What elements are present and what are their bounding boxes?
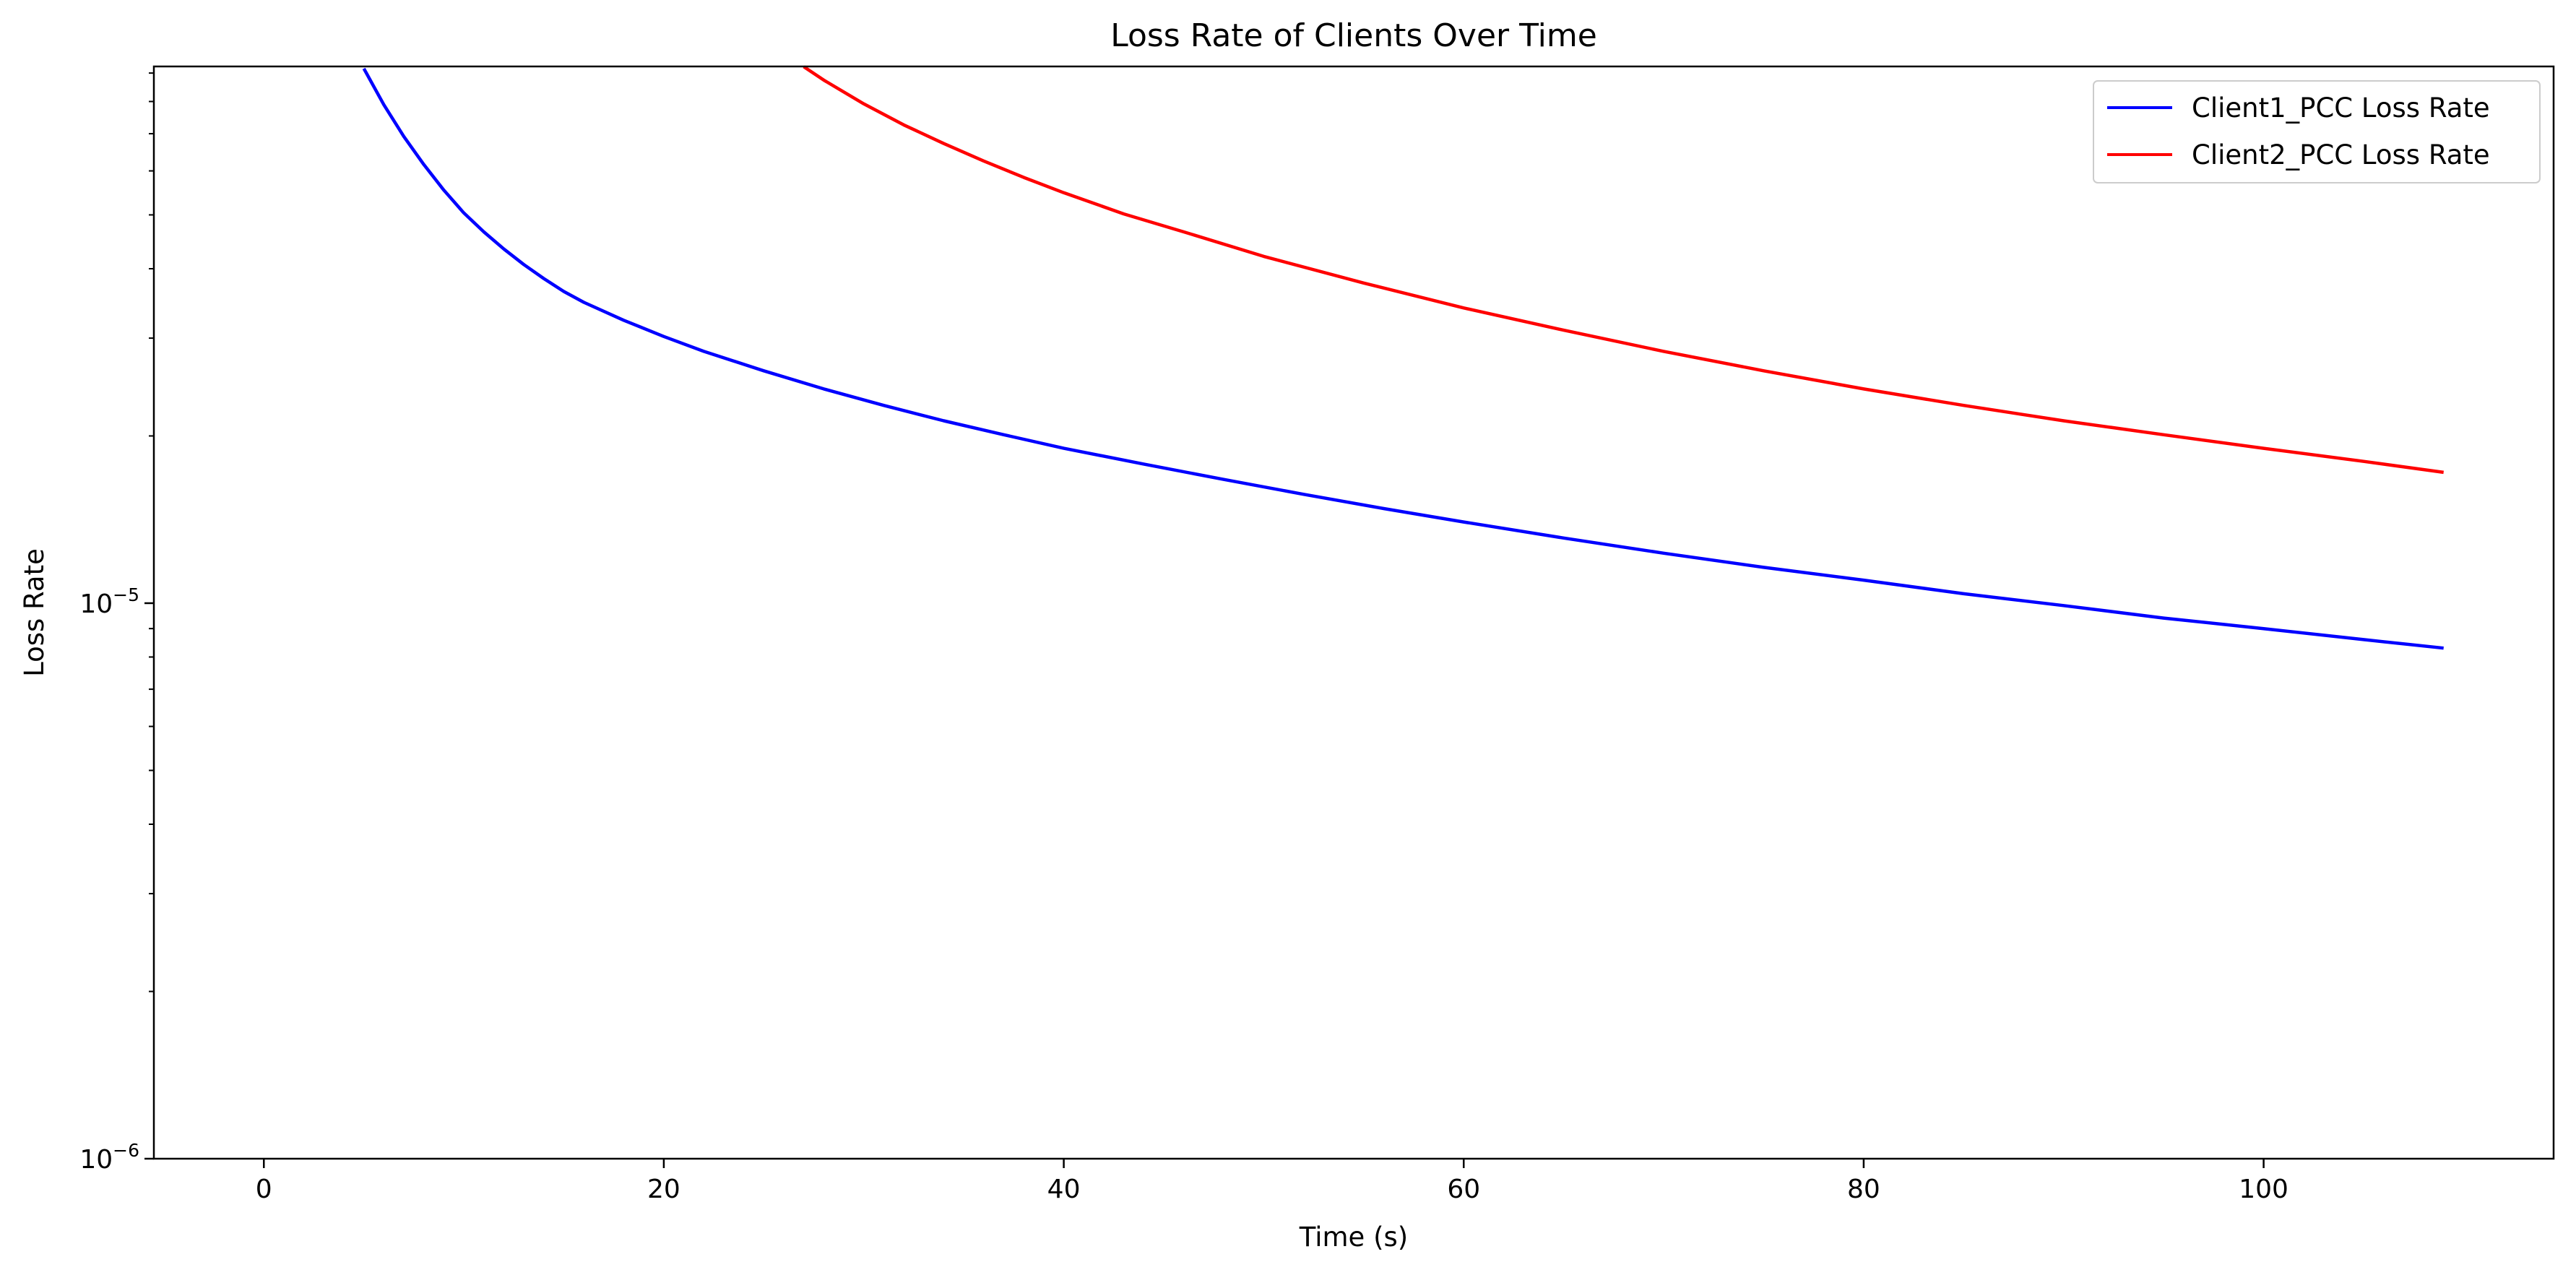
y-axis-label: Loss Rate bbox=[19, 548, 50, 677]
x-tick-label: 80 bbox=[1847, 1175, 1880, 1204]
x-axis-ticks: 0 20 40 60 80 100 bbox=[256, 1159, 2288, 1204]
legend-label-client2: Client2_PCC Loss Rate bbox=[2192, 139, 2490, 170]
x-tick-label: 100 bbox=[2239, 1175, 2288, 1204]
x-axis-label: Time (s) bbox=[1299, 1222, 1408, 1253]
legend-label-client1: Client1_PCC Loss Rate bbox=[2192, 92, 2490, 124]
series-layer bbox=[362, 65, 2445, 650]
y-axis-ticks: 10−6 10−5 bbox=[79, 72, 154, 1175]
series-line-client1 bbox=[362, 67, 2444, 650]
y-tick-label: 10−5 bbox=[79, 584, 139, 619]
x-tick-label: 40 bbox=[1047, 1175, 1081, 1204]
x-tick-label: 20 bbox=[647, 1175, 680, 1204]
x-tick-label: 0 bbox=[256, 1175, 272, 1204]
legend: Client1_PCC Loss Rate Client2_PCC Loss R… bbox=[2093, 80, 2541, 183]
plot-area bbox=[154, 66, 2554, 1159]
plot-border bbox=[152, 65, 2555, 1160]
legend-box bbox=[2093, 80, 2541, 183]
x-tick-label: 60 bbox=[1447, 1175, 1480, 1204]
y-tick-label: 10−6 bbox=[79, 1140, 139, 1175]
chart-title: Loss Rate of Clients Over Time bbox=[1110, 17, 1597, 54]
series-line-client2 bbox=[803, 65, 2445, 475]
